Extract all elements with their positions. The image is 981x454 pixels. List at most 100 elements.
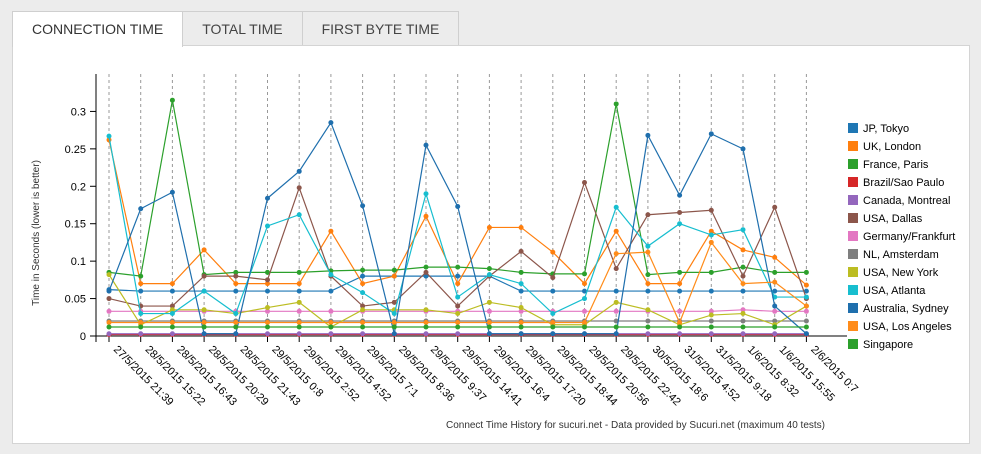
legend-label: Brazil/Sao Paulo: [863, 177, 944, 189]
x-tick-label: 29/5/2015 16:4: [491, 344, 551, 404]
legend-item[interactable]: USA, Los Angeles: [848, 321, 952, 333]
data-point: [613, 251, 619, 257]
data-point: [391, 331, 397, 337]
data-point: [360, 203, 366, 209]
data-point: [772, 279, 778, 285]
data-point: [582, 288, 587, 294]
data-point: [296, 281, 302, 287]
data-point: [391, 267, 397, 273]
data-point: [740, 281, 746, 287]
data-point: [486, 331, 492, 337]
data-point: [106, 272, 112, 278]
legend-item[interactable]: NL, Amsterdam: [848, 249, 939, 261]
data-point: [740, 247, 746, 253]
data-point: [772, 303, 778, 309]
legend-item[interactable]: Australia, Sydney: [848, 303, 949, 315]
data-point: [296, 320, 302, 326]
data-point: [328, 120, 334, 126]
data-point: [423, 324, 429, 330]
tab-bar: CONNECTION TIME TOTAL TIME FIRST BYTE TI…: [12, 11, 460, 47]
data-point: [803, 308, 809, 314]
data-point: [486, 272, 492, 278]
data-point: [138, 273, 144, 279]
data-point: [296, 308, 302, 314]
data-point: [201, 331, 207, 337]
data-point: [677, 324, 683, 330]
data-point: [106, 133, 112, 139]
data-point: [613, 324, 619, 330]
data-point: [740, 264, 746, 270]
data-point: [645, 281, 651, 287]
data-point: [708, 131, 714, 137]
data-point: [582, 180, 587, 186]
data-point: [455, 273, 461, 279]
legend-item[interactable]: Germany/Frankfurt: [848, 231, 955, 243]
legend[interactable]: JP, Tokyo UK, London France, Paris Brazil/S…: [848, 123, 955, 351]
tab-connection-time[interactable]: CONNECTION TIME: [12, 11, 184, 47]
data-point: [677, 281, 683, 287]
data-point: [708, 324, 714, 330]
legend-item[interactable]: USA, New York: [848, 267, 939, 279]
tab-first-byte-time[interactable]: FIRST BYTE TIME: [301, 11, 460, 45]
series-line: [106, 137, 809, 288]
data-point: [803, 294, 809, 300]
data-point: [265, 223, 270, 229]
data-point: [265, 320, 270, 326]
data-point: [233, 269, 239, 275]
data-point: [360, 320, 366, 326]
data-point: [201, 247, 207, 253]
legend-item[interactable]: USA, Atlanta: [848, 285, 926, 297]
legend-item[interactable]: Canada, Montreal: [848, 195, 950, 207]
data-point: [233, 324, 239, 330]
data-point: [169, 331, 175, 337]
data-point: [233, 281, 239, 287]
data-point: [455, 324, 461, 330]
data-point: [645, 307, 651, 313]
data-point: [486, 320, 492, 326]
legend-item[interactable]: France, Paris: [848, 159, 929, 171]
data-point: [803, 318, 809, 324]
y-tick-label: 0: [80, 331, 86, 343]
x-tick-label: 29/5/2015 2:52: [301, 344, 361, 404]
legend-item[interactable]: JP, Tokyo: [848, 123, 909, 135]
legend-item[interactable]: Brazil/Sao Paulo: [848, 177, 944, 189]
data-point: [233, 311, 239, 317]
data-point: [423, 213, 429, 219]
data-point: [233, 320, 239, 326]
data-point: [582, 296, 587, 302]
data-point: [265, 281, 270, 287]
x-tick-label: 29/5/2015 4:52: [333, 344, 393, 404]
legend-item[interactable]: UK, London: [848, 141, 921, 153]
data-point: [233, 331, 239, 337]
x-tick-label: 31/5/2015 4:52: [681, 344, 741, 404]
data-point: [391, 324, 397, 330]
data-point: [740, 307, 746, 313]
data-point: [772, 204, 778, 210]
series-line: [106, 97, 809, 279]
data-point: [550, 275, 556, 281]
tab-total-time[interactable]: TOTAL TIME: [182, 11, 303, 45]
data-point: [613, 266, 619, 272]
data-point: [486, 266, 492, 272]
legend-label: Germany/Frankfurt: [863, 231, 955, 243]
data-point: [677, 320, 683, 326]
data-point: [518, 305, 524, 311]
data-point: [708, 269, 714, 275]
data-point: [455, 294, 461, 300]
legend-item[interactable]: Singapore: [848, 339, 913, 351]
x-tick-label: 30/5/2015 18:6: [650, 344, 710, 404]
data-point: [613, 288, 619, 294]
data-point: [582, 271, 587, 277]
legend-item[interactable]: USA, Dallas: [848, 213, 923, 225]
data-point: [423, 264, 429, 270]
data-point: [803, 303, 809, 309]
data-point: [169, 320, 175, 326]
legend-label: JP, Tokyo: [863, 123, 909, 135]
data-point: [740, 288, 746, 294]
legend-label: France, Paris: [863, 159, 929, 171]
data-point: [518, 308, 524, 314]
data-point: [360, 324, 366, 330]
data-point: [138, 281, 144, 287]
x-tick-label: 1/6/2015 15:55: [777, 344, 837, 404]
data-point: [613, 101, 619, 107]
